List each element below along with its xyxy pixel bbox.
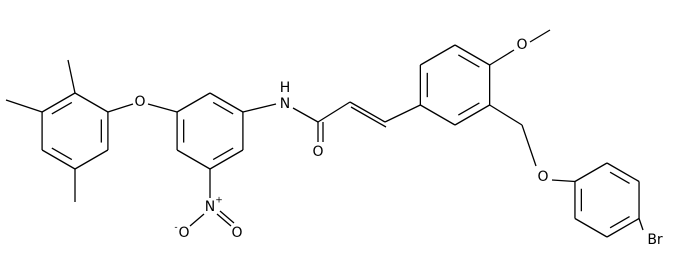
bond — [107, 103, 134, 113]
bond — [51, 147, 73, 161]
bond — [384, 104, 421, 123]
bond — [638, 218, 644, 231]
charge: + — [215, 196, 223, 206]
bond — [349, 101, 386, 123]
bond — [458, 54, 480, 68]
bond — [574, 217, 608, 238]
bond — [176, 92, 211, 113]
bond — [242, 103, 277, 113]
bonds — [5, 29, 644, 238]
bond — [41, 149, 76, 170]
bond — [292, 107, 319, 123]
atom-label: O — [516, 37, 527, 53]
atom-label: H — [280, 80, 291, 96]
charge: - — [174, 223, 177, 233]
bond — [529, 29, 551, 43]
bond — [219, 210, 235, 224]
bond — [489, 49, 515, 66]
bond — [574, 162, 608, 183]
bond — [420, 104, 456, 126]
bond — [420, 44, 456, 66]
bond — [489, 104, 523, 126]
bond — [209, 149, 244, 170]
bond — [609, 171, 630, 184]
bond — [147, 103, 178, 113]
atom-label: O — [312, 144, 323, 160]
bond — [317, 101, 351, 123]
bond — [51, 101, 73, 115]
bond — [551, 179, 575, 183]
bond — [74, 149, 109, 170]
bond — [521, 124, 537, 167]
bond — [458, 102, 480, 116]
bond — [67, 59, 76, 94]
atom-label: N — [205, 199, 215, 215]
atom-label: O — [134, 94, 145, 110]
bond — [606, 162, 640, 183]
atom-label: O — [537, 169, 548, 185]
bond — [189, 213, 205, 227]
bond — [5, 99, 43, 113]
bond — [216, 213, 232, 227]
bond — [209, 92, 244, 113]
bond — [212, 147, 234, 161]
atom-label: O — [178, 225, 189, 241]
bond — [212, 101, 234, 115]
bond — [606, 217, 640, 238]
bond — [176, 149, 211, 170]
bond — [454, 104, 490, 126]
atom-label: Br — [647, 232, 663, 248]
bond — [74, 92, 109, 113]
bond — [609, 216, 630, 229]
bond — [41, 92, 76, 113]
bond — [350, 106, 387, 128]
atom-label: O — [231, 225, 242, 241]
atom-label: N — [280, 96, 290, 112]
bond — [454, 44, 490, 66]
